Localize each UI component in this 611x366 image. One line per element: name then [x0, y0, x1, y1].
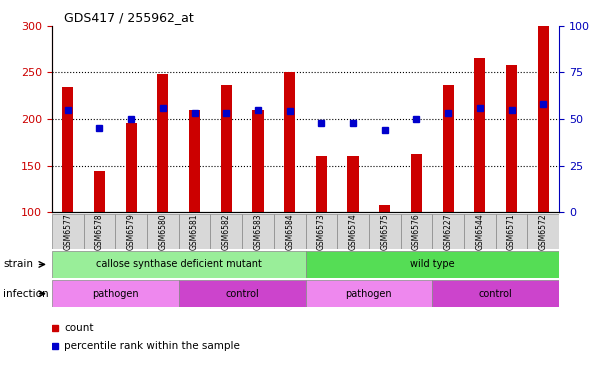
- Bar: [401, 214, 433, 249]
- Bar: [52, 251, 306, 278]
- Bar: [306, 251, 559, 278]
- Bar: [84, 214, 115, 249]
- Text: pathogen: pathogen: [92, 289, 139, 299]
- Text: GSM6578: GSM6578: [95, 213, 104, 250]
- Bar: [538, 26, 549, 212]
- Bar: [379, 205, 390, 212]
- Text: GSM6576: GSM6576: [412, 213, 421, 250]
- Text: GSM6227: GSM6227: [444, 213, 453, 250]
- Bar: [179, 214, 210, 249]
- Bar: [306, 214, 337, 249]
- Bar: [433, 214, 464, 249]
- Text: GSM6575: GSM6575: [380, 213, 389, 250]
- Bar: [242, 214, 274, 249]
- Text: wild type: wild type: [410, 259, 455, 269]
- Bar: [433, 280, 559, 307]
- Bar: [252, 110, 263, 212]
- Text: pathogen: pathogen: [346, 289, 392, 299]
- Text: GSM6572: GSM6572: [539, 213, 547, 250]
- Bar: [506, 65, 517, 212]
- Bar: [189, 110, 200, 212]
- Bar: [62, 87, 73, 212]
- Bar: [348, 156, 359, 212]
- Bar: [316, 156, 327, 212]
- Text: GSM6582: GSM6582: [222, 213, 231, 250]
- Bar: [126, 123, 137, 212]
- Bar: [52, 214, 84, 249]
- Text: GSM6573: GSM6573: [317, 213, 326, 250]
- Bar: [147, 214, 179, 249]
- Text: GSM6580: GSM6580: [158, 213, 167, 250]
- Bar: [337, 214, 369, 249]
- Bar: [179, 280, 306, 307]
- Text: GSM6581: GSM6581: [190, 213, 199, 250]
- Text: infection: infection: [3, 289, 49, 299]
- Text: GSM6579: GSM6579: [126, 213, 136, 250]
- Text: callose synthase deficient mutant: callose synthase deficient mutant: [96, 259, 262, 269]
- Bar: [411, 154, 422, 212]
- Bar: [527, 214, 559, 249]
- Bar: [442, 85, 454, 212]
- Bar: [210, 214, 242, 249]
- Text: control: control: [479, 289, 513, 299]
- Text: GSM6574: GSM6574: [348, 213, 357, 250]
- Bar: [115, 214, 147, 249]
- Bar: [464, 214, 496, 249]
- Text: percentile rank within the sample: percentile rank within the sample: [64, 341, 240, 351]
- Bar: [94, 171, 105, 212]
- Bar: [496, 214, 527, 249]
- Text: GSM6544: GSM6544: [475, 213, 485, 250]
- Bar: [157, 74, 169, 212]
- Bar: [221, 85, 232, 212]
- Bar: [474, 58, 485, 212]
- Text: control: control: [225, 289, 259, 299]
- Text: count: count: [64, 322, 93, 333]
- Text: GSM6577: GSM6577: [64, 213, 72, 250]
- Text: GSM6584: GSM6584: [285, 213, 294, 250]
- Bar: [306, 280, 433, 307]
- Text: GDS417 / 255962_at: GDS417 / 255962_at: [64, 11, 194, 24]
- Bar: [284, 72, 295, 212]
- Bar: [52, 280, 179, 307]
- Bar: [274, 214, 306, 249]
- Bar: [369, 214, 401, 249]
- Text: GSM6571: GSM6571: [507, 213, 516, 250]
- Text: strain: strain: [3, 259, 33, 269]
- Text: GSM6583: GSM6583: [254, 213, 263, 250]
